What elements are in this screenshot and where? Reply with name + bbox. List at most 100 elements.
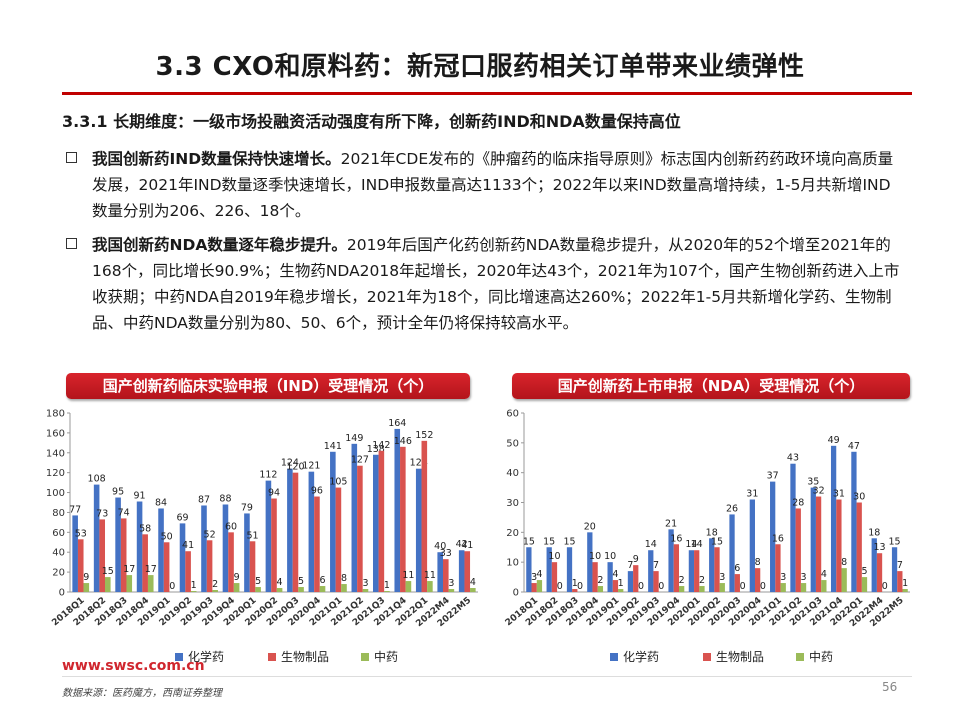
data-label: 141 [324, 441, 342, 452]
bar-化学药-2021Q2 [351, 443, 358, 592]
legend-swatch [703, 653, 711, 661]
bar-生物制品-2020Q1 [694, 550, 700, 592]
data-label: 1 [384, 580, 390, 591]
data-label: 15 [102, 566, 114, 577]
data-label: 0 [577, 581, 583, 592]
data-label: 73 [96, 508, 108, 519]
data-label: 32 [813, 486, 825, 497]
bar-中药-2019Q3 [212, 590, 218, 592]
bar-生物制品-2018Q3 [120, 518, 127, 592]
data-label: 91 [134, 491, 146, 502]
bar-化学药-2019Q2 [179, 523, 186, 592]
data-label: 8 [841, 557, 847, 568]
data-label: 17 [145, 564, 157, 575]
bar-化学药-2021Q3 [372, 454, 379, 592]
bar-生物制品-2018Q2 [99, 519, 106, 592]
bar-生物制品-2019Q4 [228, 532, 234, 592]
data-label: 94 [268, 488, 280, 499]
legend-swatch [796, 653, 804, 661]
data-label: 1 [902, 578, 908, 589]
data-label: 0 [658, 581, 664, 592]
bar-生物制品-2020Q2 [714, 547, 720, 592]
bar-中药-2018Q1 [83, 583, 90, 592]
data-label: 31 [833, 489, 845, 500]
bar-中药-2020Q2 [276, 588, 283, 592]
data-label: 5 [861, 566, 867, 577]
legend-label: 中药 [374, 649, 398, 664]
y-tick-label: 140 [46, 448, 65, 459]
bar-中药-2022M5 [902, 589, 908, 592]
data-label: 108 [88, 474, 106, 485]
data-label: 60 [225, 521, 237, 532]
bar-化学药-2018Q4 [587, 532, 593, 592]
bar-生物制品-2019Q3 [653, 571, 659, 592]
bar-中药-2018Q4 [597, 586, 604, 592]
y-tick-label: 30 [506, 498, 519, 509]
bar-生物制品-2020Q3 [734, 574, 740, 592]
bar-化学药-2020Q4 [749, 499, 755, 592]
data-label: 4 [612, 569, 618, 580]
data-label: 69 [176, 512, 188, 523]
bar-生物制品-2020Q3 [292, 472, 299, 592]
bar-生物制品-2022Q1 [856, 502, 862, 592]
bar-生物制品-2019Q1 [163, 542, 170, 592]
bar-化学药-2022Q1 [851, 451, 857, 592]
bar-生物制品-2022Q1 [421, 440, 428, 592]
footer-url[interactable]: www.swsc.com.cn [62, 658, 205, 674]
data-label: 40 [434, 541, 446, 552]
bar-化学药-2020Q3 [729, 514, 735, 592]
footer-divider [62, 676, 912, 677]
data-label: 7 [897, 560, 903, 571]
bar-生物制品-2022M4 [442, 559, 449, 592]
legend-label: 化学药 [623, 649, 659, 664]
bar-中药-2021Q3 [821, 580, 827, 592]
data-label: 5 [255, 576, 261, 587]
page-number: 56 [882, 680, 898, 694]
bar-化学药-2020Q3 [287, 468, 293, 592]
nda-chart-title: 国产创新药上市申报（NDA）受理情况（个） [512, 373, 910, 399]
bar-生物制品-2022M4 [876, 553, 883, 592]
data-label: 84 [155, 497, 167, 508]
data-label: 3 [719, 572, 725, 583]
bar-中药-2018Q3 [126, 575, 133, 592]
data-label: 0 [760, 581, 766, 592]
y-tick-label: 20 [52, 568, 65, 579]
y-tick-label: 50 [506, 438, 519, 449]
bar-中药-2020Q1 [255, 587, 261, 592]
bar-化学药-2021Q1 [770, 481, 776, 592]
data-label: 3 [801, 572, 807, 583]
bar-中药-2021Q2 [362, 589, 369, 592]
checkbox-bullet-icon [66, 152, 77, 163]
y-tick-label: 60 [52, 528, 65, 539]
y-tick-label: 60 [506, 409, 519, 420]
data-label: 4 [470, 577, 476, 588]
bar-中药-2020Q4 [319, 586, 326, 592]
bar-生物制品-2019Q1 [612, 580, 619, 592]
data-label: 138 [367, 444, 385, 455]
data-label: 10 [604, 551, 616, 562]
bar-中药-2019Q4 [233, 583, 240, 592]
bar-生物制品-2022M5 [897, 571, 903, 592]
data-label: 79 [241, 502, 253, 513]
data-label: 28 [792, 497, 804, 508]
bar-中药-2021Q4 [841, 568, 847, 592]
legend-swatch [175, 653, 183, 661]
data-label: 42 [456, 539, 468, 550]
bar-化学药-2019Q3 [648, 550, 654, 592]
bar-中药-2020Q3 [298, 587, 304, 592]
bar-中药-2019Q1 [618, 589, 624, 592]
data-label: 0 [882, 581, 888, 592]
data-label: 52 [204, 529, 216, 540]
data-label: 16 [670, 533, 682, 544]
bar-中药-2022M5 [470, 588, 476, 592]
bar-化学药-2020Q4 [308, 471, 315, 592]
data-label: 5 [298, 576, 304, 587]
data-label: 58 [139, 523, 151, 534]
data-label: 13 [873, 542, 885, 553]
bar-生物制品-2018Q1 [531, 583, 537, 592]
bar-中药-2020Q1 [699, 586, 705, 592]
bar-化学药-2018Q2 [546, 547, 552, 592]
bar-化学药-2022M4 [871, 538, 877, 592]
data-label: 7 [627, 560, 633, 571]
